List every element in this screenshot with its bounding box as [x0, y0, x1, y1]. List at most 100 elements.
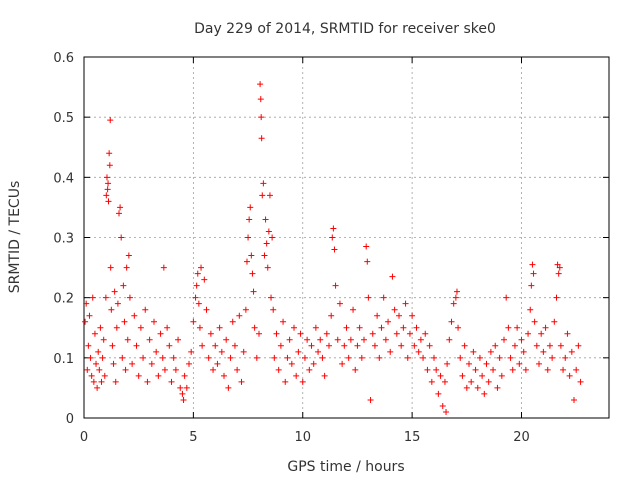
chart-title: Day 229 of 2014, SRMTID for receiver ske…	[194, 21, 496, 37]
data-point-marker	[306, 366, 313, 373]
data-point-marker	[161, 366, 168, 373]
data-point-marker	[479, 372, 486, 379]
data-point-marker	[361, 336, 367, 343]
data-point-marker	[317, 336, 324, 343]
data-point-marker	[391, 306, 398, 313]
data-point-marker	[321, 372, 328, 379]
data-point-marker	[319, 354, 326, 361]
data-point-marker	[485, 378, 492, 385]
data-point-marker	[107, 264, 114, 271]
data-point-marker	[415, 348, 422, 355]
data-point-marker	[83, 300, 90, 307]
data-point-marker	[103, 174, 110, 181]
data-point-marker	[571, 396, 577, 403]
data-point-marker	[452, 294, 459, 301]
data-point-marker	[269, 234, 276, 241]
data-point-marker	[183, 384, 190, 391]
data-point-marker	[556, 264, 563, 271]
data-point-marker	[280, 318, 287, 325]
data-point-marker	[328, 312, 335, 319]
data-point-marker	[540, 348, 547, 355]
data-point-marker	[530, 270, 537, 277]
data-point-marker	[404, 354, 411, 361]
data-point-marker	[549, 354, 556, 361]
data-point-marker	[188, 348, 195, 355]
data-point-marker	[387, 348, 394, 355]
data-point-marker	[198, 264, 205, 271]
data-point-marker	[119, 354, 126, 361]
data-point-marker	[164, 324, 171, 331]
data-point-marker	[151, 318, 157, 325]
data-point-marker	[352, 366, 359, 373]
data-point-marker	[520, 348, 527, 355]
data-point-marker	[148, 360, 155, 367]
data-point-marker	[501, 336, 507, 343]
y-tick-label: 0	[66, 412, 74, 427]
data-point-marker	[301, 354, 308, 361]
y-axis-label: SRMTID / TECUs	[7, 181, 23, 294]
data-point-marker	[170, 354, 177, 361]
data-point-marker	[503, 294, 510, 301]
data-point-marker	[86, 312, 93, 319]
data-point-marker	[236, 312, 243, 319]
data-point-marker	[299, 378, 306, 385]
data-point-marker	[494, 384, 501, 391]
data-point-marker	[380, 294, 387, 301]
data-point-marker	[350, 306, 357, 313]
data-point-marker	[474, 384, 481, 391]
data-point-marker	[472, 366, 479, 373]
data-point-marker	[133, 342, 140, 349]
data-point-marker	[245, 234, 252, 241]
data-point-marker	[463, 384, 470, 391]
data-point-marker	[367, 396, 374, 403]
data-point-marker	[400, 324, 407, 331]
data-point-marker	[265, 228, 272, 235]
data-point-marker	[87, 354, 94, 361]
data-point-marker	[533, 342, 540, 349]
data-point-marker	[437, 372, 444, 379]
data-point-marker	[365, 294, 372, 301]
data-point-marker	[356, 324, 363, 331]
data-point-marker	[564, 330, 571, 337]
data-point-marker	[89, 294, 96, 301]
data-point-marker	[505, 324, 512, 331]
axis-ticks: 0 0.1 0.2 0.3 0.4 0.5 0.6 0 5 10 15 20	[53, 51, 609, 445]
data-point-marker	[225, 384, 232, 391]
data-point-marker	[249, 270, 256, 277]
data-point-marker	[82, 318, 89, 325]
data-point-marker	[323, 330, 330, 337]
data-point-marker	[514, 324, 521, 331]
data-point-marker	[364, 258, 371, 265]
data-point-marker	[308, 342, 315, 349]
data-point-marker	[203, 306, 210, 313]
data-point-marker	[270, 306, 277, 313]
data-point-marker	[457, 354, 464, 361]
data-point-marker	[240, 348, 247, 355]
data-point-marker	[490, 366, 497, 373]
data-point-marker	[248, 252, 255, 259]
data-point-marker	[84, 366, 91, 373]
data-point-marker	[481, 390, 488, 397]
data-point-marker	[332, 282, 339, 289]
data-point-marker	[291, 324, 297, 331]
x-axis-label: GPS time / hours	[287, 459, 404, 475]
data-point-marker	[121, 318, 128, 325]
data-point-marker	[105, 198, 112, 205]
data-point-marker	[261, 252, 268, 259]
data-point-marker	[446, 336, 453, 343]
data-point-marker	[483, 360, 490, 367]
data-point-marker	[385, 318, 392, 325]
data-point-marker	[186, 360, 192, 367]
data-point-marker	[461, 342, 468, 349]
data-point-marker	[334, 336, 341, 343]
y-tick-label: 0.2	[53, 292, 74, 307]
data-point-marker	[354, 342, 361, 349]
data-point-marker	[536, 360, 542, 367]
data-point-marker	[376, 354, 383, 361]
data-point-marker	[172, 366, 179, 373]
data-point-marker	[393, 330, 400, 337]
data-point-marker	[406, 330, 413, 337]
data-point-marker	[566, 372, 573, 379]
data-point-marker	[347, 336, 354, 343]
data-point-marker	[263, 240, 270, 247]
